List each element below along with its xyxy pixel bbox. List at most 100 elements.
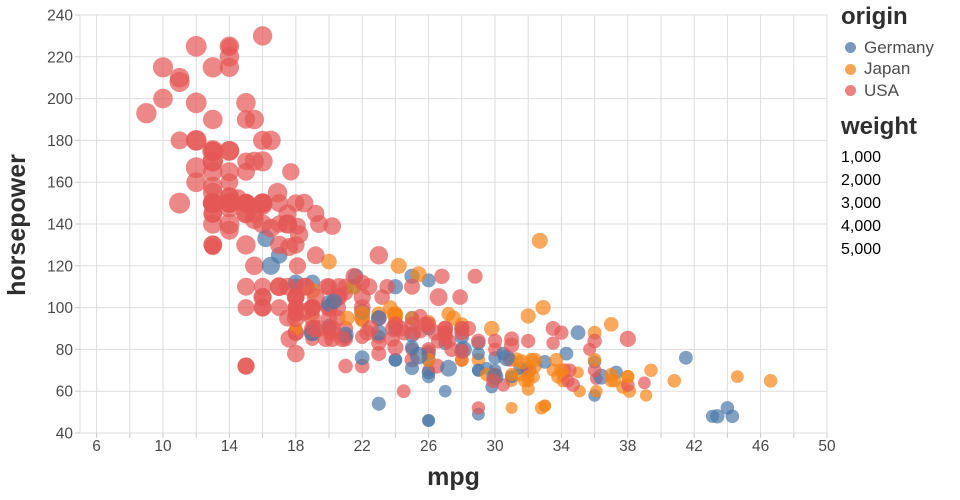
x-tick-label: 46 xyxy=(752,438,769,455)
data-point xyxy=(440,359,457,377)
data-point xyxy=(587,353,602,367)
data-point xyxy=(369,246,388,265)
data-point xyxy=(305,319,323,338)
weight-legend-item: 3,000 xyxy=(841,193,959,216)
data-point xyxy=(236,235,256,255)
data-point xyxy=(321,253,337,270)
data-point xyxy=(763,374,778,388)
data-point xyxy=(186,172,207,193)
data-point xyxy=(396,384,411,399)
data-point xyxy=(278,277,297,296)
y-tick-label: 120 xyxy=(47,258,73,275)
data-point xyxy=(219,141,240,161)
origin-symbol-dot xyxy=(841,63,860,75)
data-point xyxy=(549,352,564,367)
data-point xyxy=(306,246,325,265)
data-point xyxy=(561,374,575,388)
data-point xyxy=(422,414,436,427)
x-axis-title: mpg xyxy=(427,463,480,491)
data-point xyxy=(354,274,371,291)
data-point xyxy=(244,109,264,130)
data-point xyxy=(289,225,309,244)
data-point xyxy=(438,384,452,398)
data-point xyxy=(498,349,515,367)
data-point xyxy=(237,299,255,317)
weight-legend-item: 5,000 xyxy=(841,239,959,262)
weight-legend-title: weight xyxy=(841,112,917,140)
data-point xyxy=(603,317,619,332)
data-point xyxy=(371,346,387,362)
data-point xyxy=(441,306,456,321)
data-point xyxy=(267,182,288,203)
usa-color-dot-icon xyxy=(845,85,856,97)
data-point xyxy=(221,38,238,55)
data-point xyxy=(710,409,725,424)
data-point xyxy=(429,288,448,307)
data-point xyxy=(559,346,574,361)
data-point xyxy=(535,300,551,316)
x-tick-label: 50 xyxy=(818,438,836,455)
data-point xyxy=(604,367,618,382)
y-axis-title: horsepower xyxy=(3,154,31,296)
weight-item-label: 4,000 xyxy=(841,218,882,235)
data-point xyxy=(279,309,296,327)
y-tick-label: 140 xyxy=(47,217,73,234)
data-point xyxy=(287,344,305,363)
data-point xyxy=(505,367,519,382)
data-point xyxy=(644,363,658,377)
y-tick-label: 180 xyxy=(47,133,73,150)
y-tick-label: 160 xyxy=(47,175,73,192)
data-point xyxy=(294,193,314,213)
data-point xyxy=(434,268,450,284)
data-point xyxy=(638,376,651,390)
x-tick-label: 34 xyxy=(553,438,571,455)
data-point xyxy=(354,306,371,322)
data-point xyxy=(534,401,549,415)
data-point xyxy=(252,26,273,46)
data-point xyxy=(354,350,370,366)
data-point xyxy=(371,396,386,411)
data-point xyxy=(679,350,693,365)
data-point xyxy=(531,232,548,249)
legend: origin Germany Japan USA weight 1,000 2,000… xyxy=(841,2,959,262)
data-point xyxy=(288,257,307,275)
data-point xyxy=(245,256,264,276)
weight-item-label: 2,000 xyxy=(841,172,882,189)
y-tick-label: 240 xyxy=(47,8,73,25)
data-point xyxy=(186,130,207,151)
data-point xyxy=(383,300,398,315)
data-point xyxy=(390,257,407,274)
x-tick-label: 26 xyxy=(420,438,437,455)
data-point xyxy=(280,238,299,256)
origin-legend-title: origin xyxy=(841,3,908,30)
data-point xyxy=(454,343,470,360)
data-point xyxy=(219,57,240,77)
data-point xyxy=(387,316,404,333)
data-point xyxy=(454,325,470,341)
x-tick-label: 22 xyxy=(354,438,371,455)
data-point xyxy=(169,71,190,92)
y-tick-label: 100 xyxy=(47,300,73,317)
data-point xyxy=(202,151,223,172)
germany-color-dot-icon xyxy=(845,42,856,54)
data-point xyxy=(153,88,173,109)
origin-symbol-dot xyxy=(841,42,860,54)
data-point xyxy=(170,131,189,150)
data-point xyxy=(410,266,427,283)
data-point xyxy=(554,325,569,340)
data-point xyxy=(244,210,264,230)
origin-legend-item: USA xyxy=(841,80,959,102)
origin-legend-items: Germany Japan USA xyxy=(841,37,959,102)
data-point xyxy=(261,218,281,238)
data-point xyxy=(587,333,602,349)
data-point xyxy=(487,333,503,349)
data-point xyxy=(406,325,422,341)
data-point xyxy=(203,194,222,213)
data-point xyxy=(409,346,428,365)
data-point xyxy=(359,324,376,341)
data-point xyxy=(467,268,483,284)
x-tick-label: 42 xyxy=(686,438,703,455)
data-point xyxy=(323,217,342,235)
data-point xyxy=(667,374,682,388)
